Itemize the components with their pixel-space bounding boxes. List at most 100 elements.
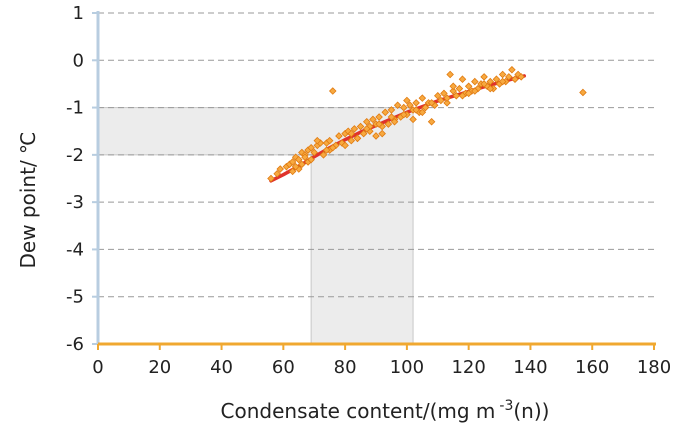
y-tick-label: -4 <box>66 239 84 260</box>
data-point <box>325 136 334 145</box>
data-point <box>356 122 365 131</box>
data-point <box>486 77 495 86</box>
data-point <box>505 73 513 81</box>
y-tick-label: -5 <box>66 287 84 308</box>
data-point <box>464 89 473 98</box>
data-point <box>480 73 488 81</box>
data-point <box>514 70 522 79</box>
data-point <box>400 103 408 112</box>
x-tick-label: 80 <box>334 357 357 378</box>
x-tick-label: 140 <box>513 357 547 378</box>
data-point <box>437 96 445 105</box>
data-point <box>427 99 436 107</box>
data-point <box>387 113 396 121</box>
data-point <box>307 155 315 164</box>
data-point <box>350 125 359 133</box>
data-point <box>449 82 457 91</box>
data-point <box>375 113 383 121</box>
x-tick-label: 180 <box>637 357 671 378</box>
data-point <box>393 101 402 109</box>
data-point <box>412 99 420 107</box>
data-point <box>403 96 411 105</box>
y-tick-label: -3 <box>66 192 84 213</box>
data-point <box>322 146 331 154</box>
data-point <box>440 89 448 98</box>
axes <box>92 11 656 350</box>
data-point <box>328 143 337 152</box>
data-point <box>276 165 285 173</box>
y-axis-title: Dew point/ ℃ <box>16 132 40 269</box>
data-point <box>362 125 371 133</box>
data-point <box>486 84 495 93</box>
data-point <box>498 70 507 79</box>
data-point <box>443 94 451 102</box>
x-tick-label: 0 <box>92 357 103 378</box>
data-point <box>480 80 488 88</box>
data-point <box>406 101 414 109</box>
data-point <box>313 136 322 145</box>
data-point <box>328 87 337 95</box>
x-tick-label: 100 <box>390 357 424 378</box>
shaded-regions <box>97 107 414 345</box>
gridlines <box>98 12 654 298</box>
x-tick-label: 20 <box>148 357 171 378</box>
data-point <box>418 108 427 117</box>
data-point <box>443 99 451 107</box>
data-point <box>471 87 479 95</box>
data-point <box>452 91 461 100</box>
data-point <box>455 84 464 93</box>
data-point <box>288 167 297 176</box>
data-point <box>273 170 281 178</box>
x-tick-label: 120 <box>451 357 485 378</box>
data-point <box>449 87 457 95</box>
data-point <box>288 158 297 166</box>
data-point <box>353 134 362 143</box>
data-point <box>471 77 479 86</box>
data-point <box>369 115 377 124</box>
data-point <box>409 115 417 124</box>
data-point <box>381 108 390 117</box>
data-point <box>378 129 386 138</box>
data-point <box>498 77 507 86</box>
data-point <box>335 132 343 140</box>
y-tick-label: 1 <box>73 3 84 24</box>
data-point <box>412 106 420 114</box>
data-point <box>508 65 516 74</box>
data-point <box>347 136 356 145</box>
data-point <box>384 120 393 128</box>
y-tick-label: -1 <box>66 98 84 119</box>
data-point <box>427 117 436 126</box>
scatter-points <box>267 65 587 183</box>
data-point <box>390 117 399 126</box>
y-tick-labels: 1 0 -1 -2 -3 -4 -5 -6 <box>66 3 84 355</box>
data-point <box>446 70 454 79</box>
data-point <box>421 103 430 112</box>
data-point <box>298 148 306 157</box>
data-point <box>267 174 275 183</box>
x-tick-labels: 0 20 40 60 80 100 120 140 160 180 <box>92 357 671 378</box>
data-point <box>341 141 349 150</box>
data-point <box>310 148 318 157</box>
data-point <box>362 117 371 126</box>
data-point <box>492 75 501 83</box>
data-point <box>434 91 442 100</box>
data-point <box>400 110 408 119</box>
data-point <box>579 88 587 97</box>
data-point <box>375 120 383 128</box>
data-point <box>295 155 303 164</box>
data-point <box>307 143 315 152</box>
data-point <box>464 82 473 91</box>
y-tick-label: -2 <box>66 145 84 166</box>
data-point <box>387 106 396 114</box>
x-tick-label: 40 <box>210 357 233 378</box>
data-point <box>458 75 467 83</box>
data-point <box>319 151 328 159</box>
data-point <box>511 75 519 83</box>
data-point <box>298 160 306 169</box>
data-point <box>359 129 368 138</box>
data-point <box>372 132 380 140</box>
data-point <box>347 129 356 138</box>
data-point <box>291 162 300 171</box>
